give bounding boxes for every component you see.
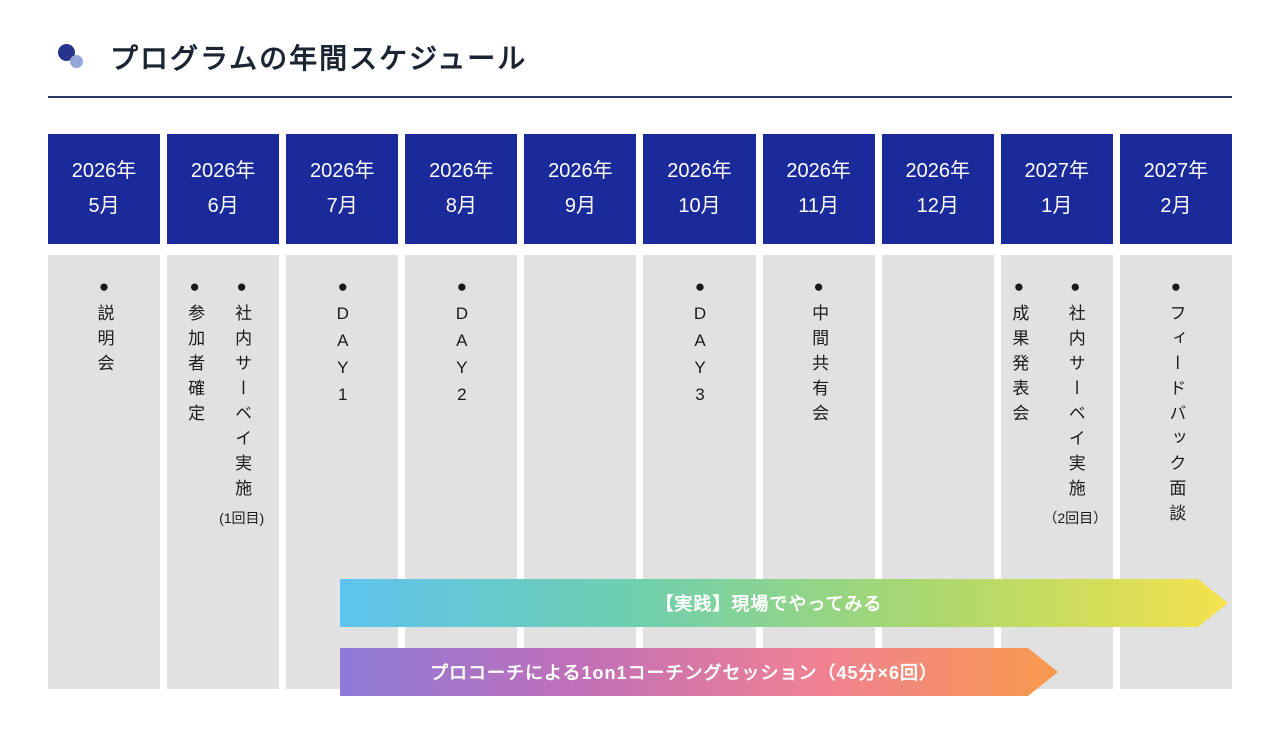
header-year: 2026年 [667,160,732,182]
page-title: プログラムの年間スケジュール [110,43,528,74]
month-column-2026-06: 2026年 6月 ●参加者確定 ●社内サーベイ実施 (1回目) [167,134,280,689]
schedule-item-text: ●フィードバック面談 [1166,277,1186,529]
header-month: 12月 [916,195,959,217]
schedule-item-text: ●DAY2 [452,277,472,412]
header-year: 2026年 [429,160,494,182]
month-body: ●参加者確定 ●社内サーベイ実施 (1回目) [167,255,280,689]
month-header: 2027年 2月 [1119,134,1232,244]
title-bullet-icon [58,43,86,71]
schedule-item-text: ●中間共有会 [809,277,829,429]
header-year: 2026年 [548,160,613,182]
header-month: 5月 [88,195,120,217]
schedule-item-text: ●DAY3 [690,277,710,412]
schedule-item-text: ●参加者確定 [185,277,205,429]
month-column-2026-05: 2026年 5月 ●説明会 [48,134,161,689]
schedule-item: ●社内サーベイ実施 (1回目) [219,277,264,528]
schedule-item-text: ●DAY1 [333,277,353,412]
schedule-item: ●説明会 [92,277,117,379]
month-header: 2026年 11月 [762,134,875,244]
header-year: 2026年 [71,160,137,182]
schedule-item: ●フィードバック面談 [1163,277,1188,529]
header-month: 1月 [1041,195,1073,217]
schedule-item: ●DAY3 [690,277,710,412]
header-month: 6月 [207,195,239,217]
practice-arrow-label: 【実践】現場でやってみる [655,594,883,614]
schedule-item: ●中間共有会 [806,277,831,429]
month-body: ●説明会 [48,255,161,689]
month-header: 2026年 5月 [48,134,161,244]
header-month: 10月 [678,195,721,217]
header-year: 2026年 [786,160,851,182]
header-month: 7月 [326,195,358,217]
header-month: 2月 [1160,195,1192,217]
schedule-item-note: （2回目） [1043,510,1108,526]
coaching-arrow-label: プロコーチによる1on1コーチングセッション（45分×6回） [429,663,938,683]
header-year: 2027年 [1024,160,1090,182]
month-header: 2026年 8月 [405,134,518,244]
schedule-item: ●参加者確定 [182,277,207,429]
schedule-item: ●DAY2 [451,277,471,412]
header-year: 2027年 [1143,160,1209,182]
schedule-item: ●社内サーベイ実施 （2回目） [1043,277,1107,528]
schedule-item-text: ●社内サーベイ実施 [232,277,252,504]
month-header: 2027年 1月 [1000,134,1113,244]
slide-header: プログラムの年間スケジュール [48,34,1232,80]
header-year: 2026年 [905,160,970,182]
header-year: 2026年 [190,160,256,182]
title-dot-light [70,55,83,68]
month-header: 2026年 10月 [643,134,756,244]
practice-gradient-arrow: 【実践】現場でやってみる [340,579,1228,627]
schedule-item: ●DAY1 [332,277,352,412]
month-header: 2026年 7月 [286,134,399,244]
month-header: 2026年 9月 [524,134,637,244]
header-month: 8月 [445,195,477,217]
schedule-item-text: ●社内サーベイ実施 [1065,277,1085,504]
schedule-item-text: ●成果発表会 [1009,277,1029,429]
title-divider [48,96,1232,98]
schedule-item: ●成果発表会 [1006,277,1031,429]
schedule-item-note: (1回目) [219,510,265,526]
annual-schedule-chart: 2026年 5月 ●説明会 2026年 6月 ●参加者確定 ●社内サーベイ実施 [48,134,1232,689]
month-header: 2026年 12月 [881,134,994,244]
schedule-item-text: ●説明会 [94,277,114,379]
header-month: 9月 [564,195,596,217]
month-header: 2026年 6月 [167,134,280,244]
header-month: 11月 [798,195,839,217]
header-year: 2026年 [309,160,375,182]
coaching-gradient-arrow: プロコーチによる1on1コーチングセッション（45分×6回） [340,648,1058,696]
